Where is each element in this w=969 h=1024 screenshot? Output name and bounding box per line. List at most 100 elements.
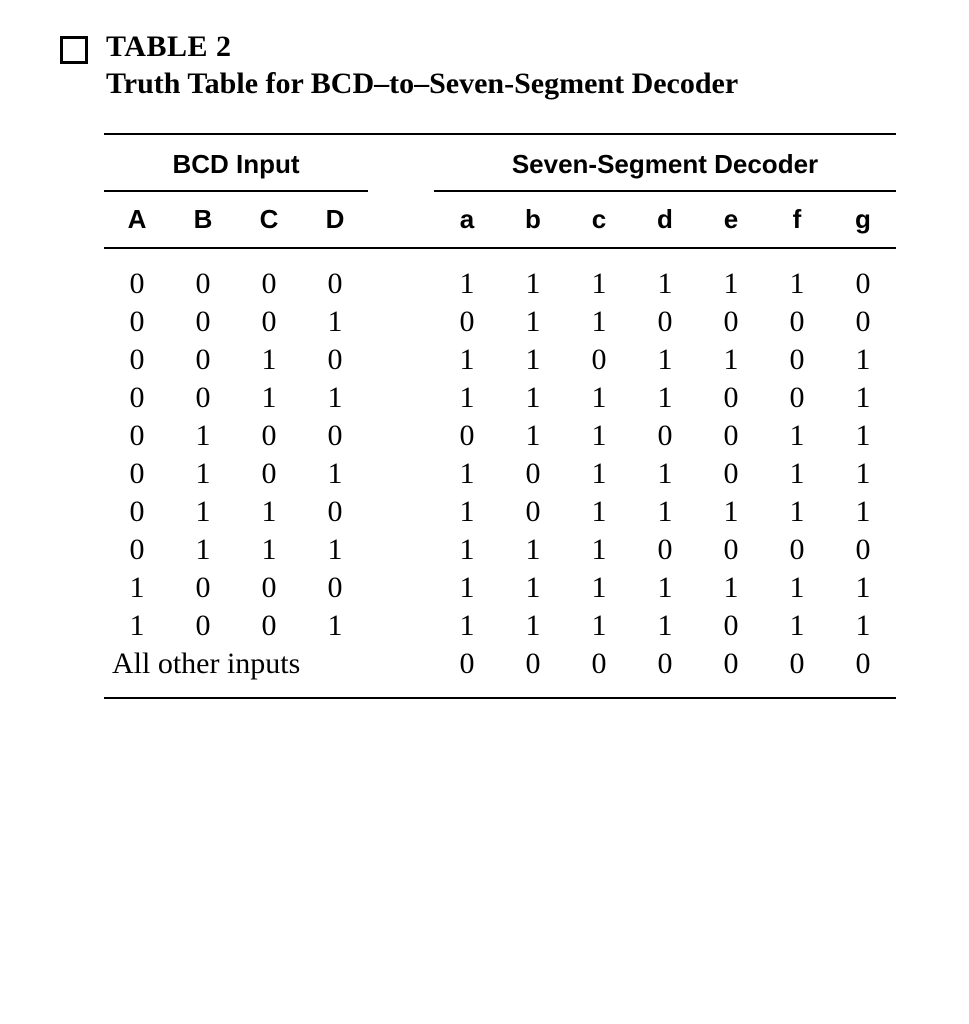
cell-out: 1 bbox=[500, 303, 566, 341]
table-row: 01011011011 bbox=[104, 455, 896, 493]
cell-in: 0 bbox=[170, 569, 236, 607]
cell-out: 0 bbox=[632, 303, 698, 341]
cell-out: 1 bbox=[566, 303, 632, 341]
table-row: 01101011111 bbox=[104, 493, 896, 531]
cell-in: 0 bbox=[104, 303, 170, 341]
table-label: TABLE 2 bbox=[106, 30, 909, 64]
col-header-B: B bbox=[170, 191, 236, 248]
col-header-C: C bbox=[236, 191, 302, 248]
cell-out: 1 bbox=[500, 417, 566, 455]
table-row: 10011111011 bbox=[104, 607, 896, 645]
cell-out: 0 bbox=[434, 645, 500, 698]
cell-out: 0 bbox=[566, 341, 632, 379]
cell-out: 1 bbox=[698, 569, 764, 607]
table-row: 01111110000 bbox=[104, 531, 896, 569]
col-header-d: d bbox=[632, 191, 698, 248]
table-row: 00111111001 bbox=[104, 379, 896, 417]
cell-out: 1 bbox=[500, 607, 566, 645]
cell-out: 0 bbox=[632, 417, 698, 455]
cell-out: 1 bbox=[434, 379, 500, 417]
cell-out: 1 bbox=[764, 569, 830, 607]
cell-out: 0 bbox=[698, 531, 764, 569]
cell-out: 0 bbox=[830, 248, 896, 303]
cell-out: 1 bbox=[566, 455, 632, 493]
cell-out: 1 bbox=[632, 341, 698, 379]
cell-in: 1 bbox=[104, 569, 170, 607]
cell-in: 0 bbox=[302, 341, 368, 379]
cell-in: 1 bbox=[302, 607, 368, 645]
cell-in: 1 bbox=[302, 303, 368, 341]
table-row: 01000110011 bbox=[104, 417, 896, 455]
cell-out: 0 bbox=[830, 645, 896, 698]
cell-in: 0 bbox=[104, 417, 170, 455]
cell-out: 0 bbox=[566, 645, 632, 698]
cell-out: 0 bbox=[764, 303, 830, 341]
cell-out: 0 bbox=[764, 531, 830, 569]
cell-out: 0 bbox=[500, 493, 566, 531]
table-row-other: All other inputs0000000 bbox=[104, 645, 896, 698]
cell-in: 1 bbox=[170, 493, 236, 531]
cell-out: 1 bbox=[566, 493, 632, 531]
cell-out: 1 bbox=[566, 569, 632, 607]
cell-out: 1 bbox=[764, 455, 830, 493]
cell-out: 0 bbox=[434, 303, 500, 341]
col-header-D: D bbox=[302, 191, 368, 248]
cell-in: 0 bbox=[236, 303, 302, 341]
cell-out: 1 bbox=[632, 248, 698, 303]
gap-col bbox=[368, 248, 434, 303]
gap-col bbox=[368, 303, 434, 341]
cell-out: 0 bbox=[830, 303, 896, 341]
cell-out: 1 bbox=[500, 531, 566, 569]
cell-out: 1 bbox=[830, 493, 896, 531]
cell-out: 1 bbox=[698, 341, 764, 379]
cell-in: 1 bbox=[236, 531, 302, 569]
cell-out: 1 bbox=[500, 379, 566, 417]
cell-in: 0 bbox=[104, 455, 170, 493]
gap-col bbox=[368, 531, 434, 569]
cell-out: 1 bbox=[500, 248, 566, 303]
cell-out: 0 bbox=[764, 379, 830, 417]
gap-col bbox=[368, 341, 434, 379]
cell-in: 0 bbox=[236, 569, 302, 607]
cell-out: 1 bbox=[830, 417, 896, 455]
gap-col bbox=[368, 645, 434, 698]
title-block: TABLE 2 Truth Table for BCD–to–Seven-Seg… bbox=[60, 30, 909, 103]
cell-in: 0 bbox=[302, 569, 368, 607]
cell-out: 0 bbox=[698, 645, 764, 698]
cell-out: 1 bbox=[632, 455, 698, 493]
col-header-a: a bbox=[434, 191, 500, 248]
cell-in: 0 bbox=[170, 607, 236, 645]
cell-in: 0 bbox=[302, 248, 368, 303]
cell-in: 1 bbox=[170, 417, 236, 455]
cell-in: 0 bbox=[104, 531, 170, 569]
title-text: TABLE 2 Truth Table for BCD–to–Seven-Seg… bbox=[106, 30, 909, 103]
cell-out: 1 bbox=[830, 455, 896, 493]
cell-in: 1 bbox=[302, 455, 368, 493]
cell-in: 1 bbox=[104, 607, 170, 645]
cell-out: 0 bbox=[434, 417, 500, 455]
table-row: 00010110000 bbox=[104, 303, 896, 341]
cell-in: 0 bbox=[236, 417, 302, 455]
col-header-e: e bbox=[698, 191, 764, 248]
cell-in: 0 bbox=[236, 248, 302, 303]
cell-out: 1 bbox=[764, 607, 830, 645]
cell-out: 1 bbox=[830, 379, 896, 417]
col-header-c: c bbox=[566, 191, 632, 248]
cell-out: 0 bbox=[830, 531, 896, 569]
cell-out: 1 bbox=[500, 569, 566, 607]
cell-in: 1 bbox=[302, 531, 368, 569]
col-header-A: A bbox=[104, 191, 170, 248]
group-header-input: BCD Input bbox=[104, 134, 368, 191]
group-header-output: Seven-Segment Decoder bbox=[434, 134, 896, 191]
cell-out: 0 bbox=[632, 531, 698, 569]
other-inputs-label: All other inputs bbox=[104, 645, 368, 698]
cell-in: 0 bbox=[104, 341, 170, 379]
col-header-g: g bbox=[830, 191, 896, 248]
gap-col bbox=[368, 607, 434, 645]
cell-out: 1 bbox=[632, 607, 698, 645]
cell-in: 0 bbox=[104, 493, 170, 531]
cell-in: 1 bbox=[170, 455, 236, 493]
cell-out: 1 bbox=[434, 493, 500, 531]
cell-out: 1 bbox=[632, 493, 698, 531]
cell-out: 0 bbox=[500, 455, 566, 493]
